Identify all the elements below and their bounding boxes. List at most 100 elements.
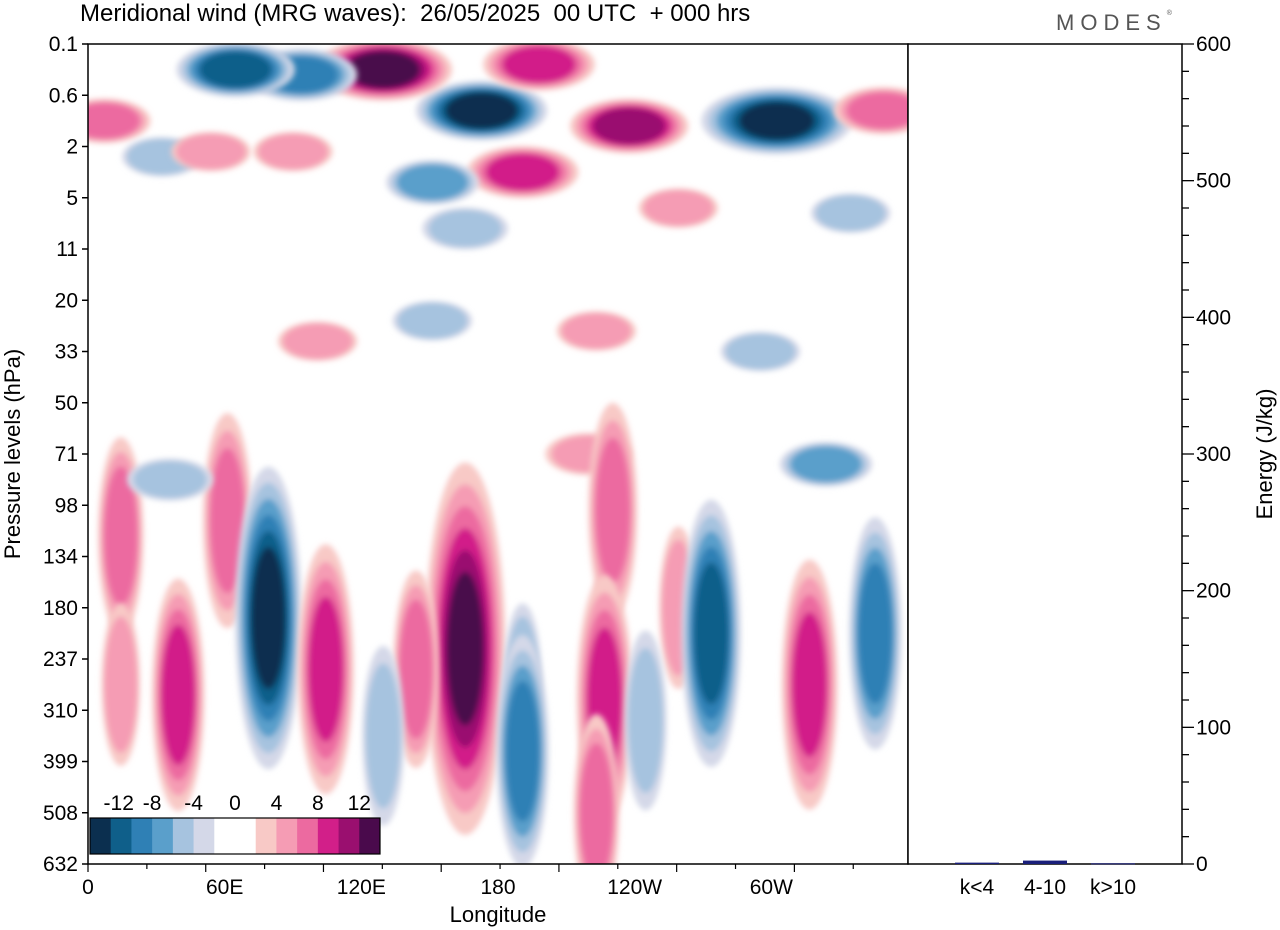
energy-axis: 0 100 200 300 400 500 600 bbox=[1182, 33, 1231, 876]
wind-contour-6-3 bbox=[486, 153, 560, 191]
y-tick-label: 310 bbox=[43, 699, 78, 722]
y-tick-label: 632 bbox=[43, 853, 78, 876]
colorbar-label: 0 bbox=[229, 792, 241, 815]
wind-contour-24-2 bbox=[209, 448, 245, 594]
brand-logo: MODES® bbox=[1056, 10, 1172, 36]
registered-mark-icon: ® bbox=[1166, 10, 1172, 17]
colorbar-label: 4 bbox=[271, 792, 283, 815]
wind-anomaly-26 bbox=[779, 442, 873, 487]
energy-bar-0 bbox=[955, 862, 999, 864]
wind-anomaly-41 bbox=[573, 714, 620, 864]
wind-contour-42-1 bbox=[365, 663, 401, 809]
heatmap-field bbox=[88, 44, 908, 864]
wind-anomaly-38 bbox=[151, 578, 205, 812]
wind-contour-1-5 bbox=[346, 51, 420, 89]
wind-contour-30-2 bbox=[399, 599, 433, 739]
wind-contour-39-1 bbox=[104, 616, 138, 753]
wind-anomaly-29 bbox=[424, 462, 506, 835]
wind-anomaly-32 bbox=[496, 635, 549, 864]
energy-category-label: k<4 bbox=[960, 876, 995, 899]
colorbar-swatch bbox=[276, 818, 298, 854]
wind-contour-8-2 bbox=[88, 102, 140, 139]
energy-panel-frame bbox=[907, 43, 1183, 865]
wind-contour-29-5 bbox=[446, 571, 484, 726]
energy-category-label: 4-10 bbox=[1024, 876, 1066, 899]
energy-tick-label: 500 bbox=[1196, 170, 1231, 193]
wind-anomaly-22 bbox=[588, 402, 638, 618]
wind-anomaly-27 bbox=[235, 466, 302, 770]
wind-anomaly-40 bbox=[624, 630, 667, 811]
colorbar: -12 -8 -4 0 4 8 12 bbox=[89, 792, 381, 855]
longitude-axis: 0 60E 120E 180 120W 60W bbox=[82, 864, 854, 899]
energy-category-label: k>10 bbox=[1090, 876, 1136, 899]
colorbar-swatch bbox=[255, 818, 277, 854]
wind-contour-26-2 bbox=[790, 446, 862, 483]
wind-contour-37-3 bbox=[858, 563, 893, 704]
wind-anomaly-23 bbox=[98, 437, 144, 635]
wind-anomaly-25 bbox=[127, 458, 213, 501]
y-tick-label: 0.6 bbox=[49, 84, 78, 107]
colorbar-swatch bbox=[359, 818, 381, 854]
wind-anomaly-4 bbox=[483, 44, 595, 91]
pressure-axis: 0.1 0.6 2 5 11 20 33 50 71 98 134 180 237 310 399 508 63… bbox=[43, 33, 88, 876]
wind-contour-28-3 bbox=[308, 596, 344, 742]
colorbar-frame bbox=[89, 817, 381, 855]
wind-contour-16-1 bbox=[815, 195, 886, 231]
wind-anomaly-11 bbox=[171, 131, 251, 172]
wind-contour-4-3 bbox=[502, 46, 576, 83]
energy-bar-2 bbox=[1091, 863, 1135, 865]
y-tick-label: 20 bbox=[55, 289, 78, 312]
colorbar-swatch bbox=[193, 818, 215, 854]
y-tick-label: 5 bbox=[66, 187, 78, 210]
y-tick-label: 98 bbox=[55, 494, 78, 517]
wind-anomaly-17 bbox=[556, 311, 637, 351]
wind-anomaly-20 bbox=[720, 331, 801, 372]
y-tick-label: 180 bbox=[43, 597, 78, 620]
wind-contour-9-2 bbox=[846, 92, 908, 130]
colorbar-swatch bbox=[131, 818, 153, 854]
y-tick-label: 11 bbox=[56, 238, 78, 261]
wind-anomaly-5 bbox=[569, 98, 689, 154]
wind-contour-15-1 bbox=[643, 190, 714, 226]
colorbar-label: -8 bbox=[143, 792, 162, 815]
wind-contour-18-1 bbox=[397, 302, 468, 339]
wind-contour-40-1 bbox=[628, 648, 664, 793]
wind-anomaly-35 bbox=[681, 499, 741, 768]
energy-tick-label: 0 bbox=[1196, 853, 1208, 876]
energy-categories: k<4 4-10 k>10 bbox=[960, 876, 1136, 899]
colorbar-swatch bbox=[90, 818, 112, 854]
chart-title: Meridional wind (MRG waves): 26/05/2025 … bbox=[80, 0, 751, 27]
wind-contour-38-3 bbox=[161, 624, 196, 766]
wind-anomaly-7 bbox=[701, 87, 853, 155]
wind-anomaly-37 bbox=[848, 517, 902, 750]
colorbar-label: 12 bbox=[348, 792, 371, 815]
wind-anomaly-16 bbox=[810, 193, 891, 233]
x-tick-label: 60W bbox=[750, 876, 793, 899]
wind-anomaly-36 bbox=[781, 559, 838, 810]
energy-tick-label: 300 bbox=[1196, 443, 1231, 466]
wind-contour-27-5 bbox=[251, 546, 286, 690]
wind-anomaly-39 bbox=[101, 603, 141, 766]
wind-contour-19-1 bbox=[282, 323, 353, 360]
colorbar-swatch bbox=[152, 818, 174, 854]
colorbar-swatch bbox=[317, 818, 340, 854]
wind-contour-14-1 bbox=[428, 210, 502, 247]
x-tick-label: 180 bbox=[480, 876, 515, 899]
colorbar-swatch bbox=[235, 818, 257, 854]
x-tick-label: 0 bbox=[82, 876, 94, 899]
y-tick-label: 33 bbox=[55, 341, 78, 364]
wind-contour-17-1 bbox=[561, 313, 632, 349]
y-tick-label: 237 bbox=[43, 648, 78, 671]
wind-anomaly-6 bbox=[466, 146, 579, 199]
y-tick-label: 399 bbox=[43, 751, 78, 774]
wind-contour-32-3 bbox=[505, 680, 540, 822]
y-tick-label: 50 bbox=[55, 392, 78, 415]
wind-anomaly-0 bbox=[415, 80, 548, 141]
wind-contour-41-2 bbox=[579, 743, 614, 864]
colorbar-swatch bbox=[338, 818, 360, 854]
wind-anomaly-30 bbox=[393, 570, 439, 768]
wind-contour-35-4 bbox=[694, 562, 729, 705]
wind-anomaly-14 bbox=[422, 207, 509, 250]
wind-anomaly-12 bbox=[253, 131, 333, 172]
wind-contour-5-4 bbox=[593, 107, 666, 145]
